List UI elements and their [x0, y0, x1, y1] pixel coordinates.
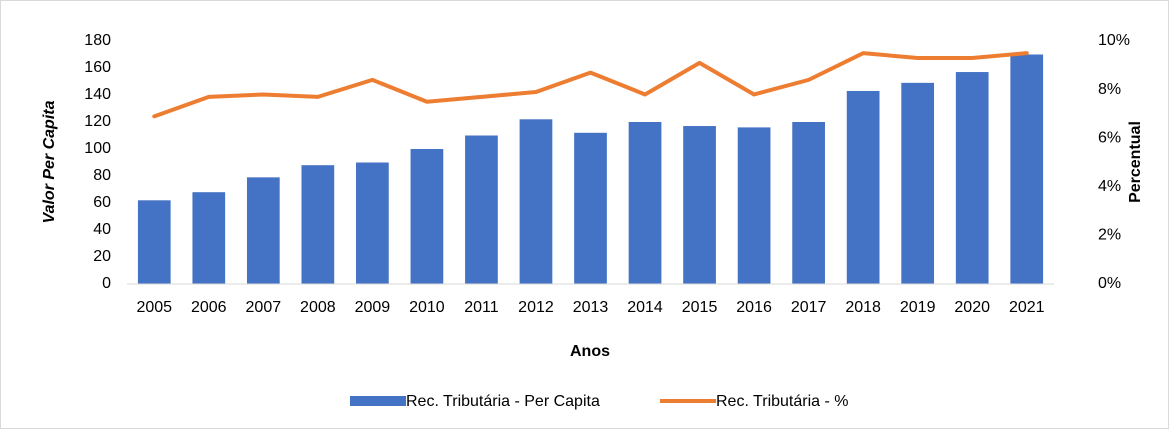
- x-tick-label: 2007: [246, 299, 282, 316]
- bar: [574, 132, 607, 284]
- legend-label: Rec. Tributária - %: [716, 393, 848, 410]
- y-tick-label: 140: [84, 86, 111, 103]
- y-tick-label: 160: [84, 59, 111, 76]
- y2-tick-label: 6%: [1098, 129, 1121, 146]
- x-tick-label: 2013: [573, 299, 609, 316]
- x-tick-label: 2021: [1009, 299, 1045, 316]
- y-tick-label: 60: [93, 194, 111, 211]
- y-tick-label: 120: [84, 113, 111, 130]
- bar: [792, 122, 825, 284]
- bar: [301, 165, 335, 284]
- x-tick-label: 2020: [954, 299, 990, 316]
- y-tick-label: 100: [84, 140, 111, 157]
- bar: [1010, 54, 1044, 284]
- y-tick-label: 40: [93, 221, 111, 238]
- y-tick-label: 180: [84, 32, 111, 49]
- bar: [137, 200, 171, 284]
- bar: [683, 126, 716, 284]
- x-tick-label: 2005: [136, 299, 172, 316]
- x-tick-label: 2014: [627, 299, 663, 316]
- x-tick-label: 2019: [900, 299, 936, 316]
- legend-swatch: [350, 396, 406, 406]
- y-tick-label: 0: [102, 275, 111, 292]
- legend-label: Rec. Tributária - Per Capita: [406, 393, 600, 410]
- y2-tick-label: 10%: [1098, 32, 1130, 49]
- y2-tick-label: 8%: [1098, 81, 1121, 98]
- x-tick-label: 2008: [300, 299, 336, 316]
- bar: [519, 119, 553, 284]
- x-axis-title: Anos: [570, 343, 610, 360]
- bar: [628, 122, 662, 284]
- x-tick-label: 2018: [845, 299, 881, 316]
- x-tick-label: 2009: [355, 299, 391, 316]
- y-tick-label: 80: [93, 167, 111, 184]
- y2-tick-label: 2%: [1098, 227, 1121, 244]
- bar: [410, 149, 444, 284]
- x-tick-label: 2011: [464, 299, 499, 316]
- x-tick-label: 2015: [682, 299, 718, 316]
- y-tick-label: 20: [93, 248, 111, 265]
- bar: [465, 135, 498, 284]
- bar: [356, 162, 389, 284]
- bar: [246, 177, 280, 284]
- bar: [192, 192, 226, 284]
- bar: [846, 90, 880, 284]
- x-tick-label: 2010: [409, 299, 445, 316]
- bar: [955, 72, 989, 284]
- x-tick-label: 2006: [191, 299, 227, 316]
- y2-tick-label: 4%: [1098, 178, 1121, 195]
- x-tick-label: 2012: [518, 299, 554, 316]
- bar: [901, 82, 935, 284]
- line: [152, 51, 1029, 119]
- y2-axis-title: Percentual: [1127, 121, 1144, 203]
- y2-tick-label: 0%: [1098, 275, 1121, 292]
- y-axis-title: Valor Per Capita: [41, 100, 58, 223]
- x-tick-label: 2016: [736, 299, 772, 316]
- x-tick-label: 2017: [791, 299, 827, 316]
- bar: [737, 127, 771, 285]
